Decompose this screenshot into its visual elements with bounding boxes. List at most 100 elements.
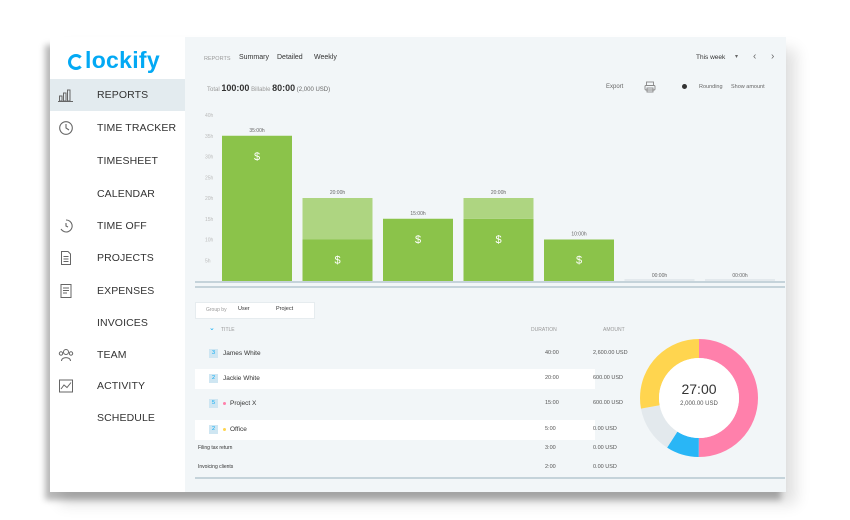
sidebar-item-time-off[interactable]: TIME OFF [50, 210, 185, 242]
bar-non-billable[interactable] [302, 198, 373, 240]
sidebar-item-label: ACTIVITY [97, 380, 146, 392]
sidebar: lockify REPORTS TIME TRACKER TIMESHEET C… [50, 37, 185, 492]
total-value: 100:00 [221, 83, 250, 93]
sidebar-item-schedule[interactable]: SCHEDULE [50, 402, 185, 434]
billable-amount: (2,000 USD) [296, 87, 331, 93]
billable-dollar-icon: $ [495, 234, 501, 246]
sidebar-item-label: EXPENSES [97, 285, 155, 297]
table-bottom-line [195, 477, 785, 479]
sidebar-item-calendar[interactable]: CALENDAR [50, 178, 185, 210]
y-tick-label: 15h [205, 217, 214, 223]
table-row[interactable]: Invoicing clients 2:00 0.00 USD [195, 461, 617, 477]
donut-center-value: 27:00 [681, 381, 717, 397]
billable-dollar-icon: $ [254, 151, 260, 163]
sidebar-item-label: TIMESHEET [97, 155, 158, 167]
donut-center-amount: 2,000.00 USD [680, 401, 718, 407]
row-amount: 0.00 USD [593, 464, 617, 470]
sidebar-item-label: TIME OFF [97, 220, 147, 232]
row-amount: 600.00 USD [593, 375, 623, 381]
row-amount: 2,600.00 USD [593, 350, 628, 356]
y-tick-label: 25h [205, 175, 214, 181]
show-amount-toggle[interactable]: Show amount [731, 84, 765, 90]
sidebar-item-timesheet[interactable]: TIMESHEET [50, 145, 185, 177]
donut-hole [659, 358, 739, 438]
sidebar-item-expenses[interactable]: EXPENSES [50, 275, 185, 307]
sidebar-item-label: SCHEDULE [97, 412, 155, 424]
prev-week-button[interactable]: ‹ [753, 51, 757, 62]
table-row[interactable]: 5 Project X 15:00 600.00 USD [195, 394, 623, 414]
bar-empty [705, 279, 775, 281]
row-duration: 15:00 [545, 400, 559, 406]
total-label: Total [207, 87, 220, 93]
sidebar-item-label: TIME TRACKER [97, 122, 177, 134]
bar-total-label: 20:00h [491, 190, 507, 196]
row-title: Project X [230, 400, 257, 408]
sidebar-item-label: INVOICES [97, 317, 148, 329]
donut-segment[interactable] [640, 339, 758, 457]
sidebar-item-label: REPORTS [97, 89, 149, 101]
tab-weekly[interactable]: Weekly [314, 54, 337, 61]
time-off-icon [60, 219, 73, 233]
bar-empty [624, 279, 695, 281]
column-duration: DURATION [531, 327, 557, 333]
row-count-badge: 2 [209, 425, 218, 434]
document-icon [61, 251, 71, 265]
project-color-dot [223, 428, 226, 431]
bar-billable[interactable] [544, 239, 614, 282]
group-by-user[interactable]: User [238, 306, 250, 312]
print-icon[interactable] [644, 81, 656, 93]
sidebar-item-reports[interactable]: REPORTS [50, 79, 185, 111]
y-tick-label: 40h [205, 113, 214, 119]
group-by-project[interactable]: Project [276, 306, 294, 312]
billable-dollar-icon: $ [576, 255, 582, 267]
bar-non-billable[interactable] [463, 198, 534, 219]
column-amount: AMOUNT [603, 327, 625, 333]
row-duration: 5:00 [545, 426, 556, 432]
row-amount: 600.00 USD [593, 400, 623, 406]
sidebar-item-time-tracker[interactable]: TIME TRACKER [50, 112, 185, 144]
row-amount: 0.00 USD [593, 426, 617, 432]
column-title: TITLE [221, 327, 235, 333]
y-tick-label: 5h [205, 258, 211, 264]
table-row[interactable]: 3 James White 40:00 2,600.00 USD [195, 344, 628, 364]
sidebar-item-activity[interactable]: ACTIVITY [50, 370, 185, 402]
collapse-chevron-icon[interactable]: ⌄ [209, 325, 215, 332]
app-logo[interactable]: lockify [68, 47, 160, 74]
receipt-icon [60, 284, 72, 298]
table-row[interactable]: 2 Jackie White 20:00 600.00 USD [195, 369, 623, 389]
sidebar-item-projects[interactable]: PROJECTS [50, 242, 185, 274]
table-row[interactable]: Filing tax return 3:00 0.00 USD [195, 442, 617, 458]
bar-billable[interactable] [302, 239, 373, 282]
app-window: lockify REPORTS TIME TRACKER TIMESHEET C… [50, 37, 786, 492]
rounding-label: Rounding [699, 84, 723, 90]
row-title: Invoicing clients [198, 464, 234, 470]
row-count-badge: 3 [209, 349, 218, 358]
row-count-badge: 2 [209, 374, 218, 383]
sidebar-item-label: CALENDAR [97, 188, 155, 200]
date-range-select[interactable]: This week [696, 54, 726, 61]
tab-detailed[interactable]: Detailed [277, 54, 303, 61]
main-content: REPORTS Summary Detailed Weekly This wee… [185, 37, 786, 492]
sidebar-item-invoices[interactable]: INVOICES [50, 307, 185, 339]
export-button[interactable]: Export [606, 84, 624, 90]
rounding-toggle[interactable] [682, 84, 687, 89]
report-toolbar: REPORTS Summary Detailed Weekly This wee… [185, 37, 786, 77]
sidebar-item-label: PROJECTS [97, 252, 154, 264]
bar-total-label: 15:00h [410, 211, 426, 217]
tab-summary[interactable]: Summary [239, 54, 269, 61]
table-row[interactable]: 2 Office 5:00 0.00 USD [195, 420, 617, 440]
bar-billable[interactable] [222, 135, 292, 281]
y-tick-label: 35h [205, 134, 214, 140]
next-week-button[interactable]: › [771, 51, 775, 62]
bar-total-label: 20:00h [330, 190, 346, 196]
section-divider [195, 286, 785, 288]
group-by-selector: Group by User Project [195, 302, 315, 319]
row-title: James White [223, 350, 261, 358]
sidebar-item-team[interactable]: TEAM [50, 339, 185, 371]
sidebar-item-label: TEAM [97, 349, 127, 361]
bar-billable[interactable] [463, 218, 534, 281]
chevron-down-icon[interactable]: ▾ [735, 54, 739, 60]
bar-billable[interactable] [383, 218, 453, 281]
row-title: Filing tax return [198, 445, 233, 451]
